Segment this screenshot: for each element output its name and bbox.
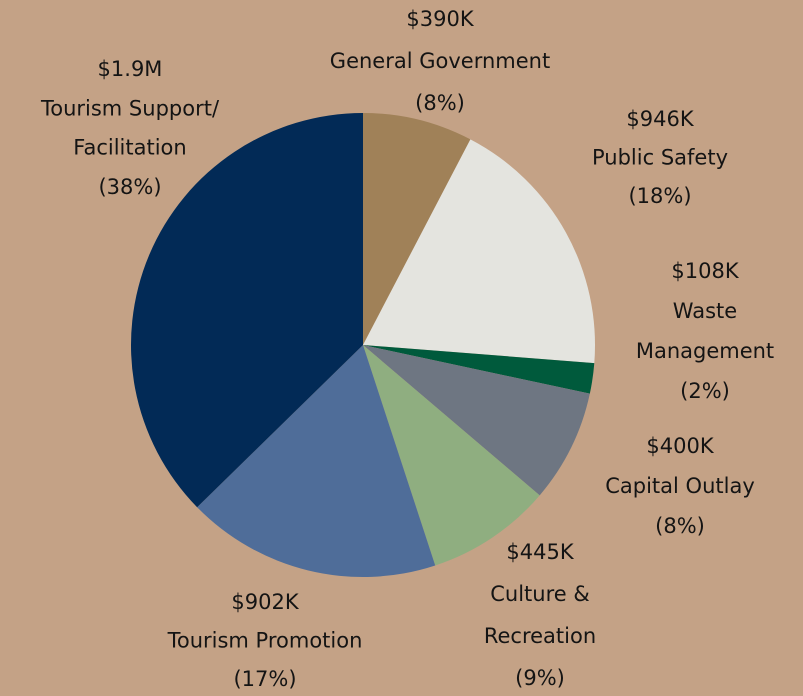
value-label: $108K — [671, 259, 739, 283]
pie-slice — [197, 345, 436, 577]
category-label: Tourism Promotion — [167, 629, 363, 653]
pie-slice — [363, 113, 471, 345]
category-label: Tourism Support/ — [40, 96, 220, 120]
value-label: $946K — [626, 107, 694, 131]
category-label: Recreation — [484, 624, 596, 648]
category-label: Facilitation — [73, 136, 186, 160]
category-label: Culture & — [490, 582, 590, 606]
value-label: $390K — [406, 7, 474, 31]
percent-label: (9%) — [515, 666, 565, 690]
pie-slice — [130, 113, 363, 508]
percent-label: (8%) — [415, 91, 465, 115]
pie-slice — [363, 345, 540, 566]
category-label: General Government — [330, 49, 550, 73]
percent-label: (38%) — [98, 175, 161, 199]
category-label: Capital Outlay — [605, 474, 755, 498]
value-label: $1.9M — [98, 57, 163, 81]
category-label: Waste — [673, 299, 737, 323]
category-label: Public Safety — [592, 146, 728, 170]
pie-slice — [363, 345, 595, 394]
value-label: $445K — [506, 540, 574, 564]
pie-slice — [363, 345, 590, 496]
percent-label: (2%) — [680, 379, 730, 403]
percent-label: (17%) — [233, 667, 296, 691]
pie-slice — [363, 139, 595, 364]
value-label: $902K — [231, 590, 299, 614]
category-label: Management — [636, 339, 774, 363]
percent-label: (18%) — [628, 184, 691, 208]
percent-label: (8%) — [655, 514, 705, 538]
value-label: $400K — [646, 434, 714, 458]
